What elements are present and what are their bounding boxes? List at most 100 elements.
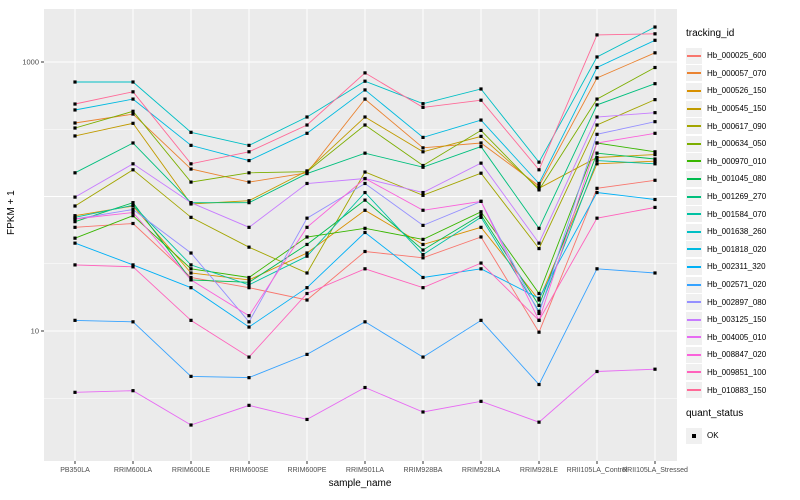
data-point	[363, 71, 367, 75]
data-point	[363, 115, 367, 119]
data-point	[595, 151, 599, 155]
legend-key	[686, 241, 702, 258]
x-tick-label: PB350LA	[60, 467, 90, 474]
data-point	[537, 184, 541, 188]
data-point	[653, 152, 657, 157]
data-point	[421, 242, 425, 247]
data-point	[73, 204, 77, 208]
legend-key	[686, 206, 702, 223]
legend: tracking_id Hb_000025_600 Hb_000057_070 Hb…	[686, 28, 798, 444]
legend-key	[686, 118, 702, 135]
data-point	[479, 210, 483, 214]
data-point	[131, 221, 135, 226]
legend-line-swatch-icon	[687, 107, 701, 110]
data-point	[479, 87, 483, 91]
data-point	[131, 168, 135, 172]
legend-key	[686, 135, 702, 152]
data-point	[421, 248, 425, 252]
data-point	[189, 318, 193, 322]
legend-item-Hb_008847_020: Hb_008847_020	[686, 346, 798, 364]
data-point	[421, 237, 425, 241]
data-point	[305, 352, 309, 356]
legend-key	[686, 311, 702, 328]
data-point	[537, 420, 541, 424]
data-point	[653, 120, 657, 124]
data-point	[421, 105, 425, 109]
legend-item-Hb_000634_050: Hb_000634_050	[686, 135, 798, 153]
legend-item-Hb_000526_150: Hb_000526_150	[686, 82, 798, 100]
data-point	[247, 201, 251, 205]
legend-item-Hb_000545_150: Hb_000545_150	[686, 100, 798, 118]
data-point	[595, 162, 599, 166]
data-point	[595, 55, 599, 59]
legend-item-Hb_009851_100: Hb_009851_100	[686, 364, 798, 382]
data-point	[189, 130, 193, 134]
data-point	[247, 245, 251, 249]
data-point	[479, 98, 483, 102]
data-point	[479, 161, 483, 165]
data-point	[421, 355, 425, 359]
legend-item-label: Hb_000634_050	[707, 139, 767, 149]
legend-line-swatch-icon	[687, 353, 701, 356]
data-point	[653, 367, 657, 371]
x-tick-label: RRIM928BA	[404, 467, 443, 474]
data-point	[73, 121, 77, 125]
y-axis-title: FPKM + 1	[6, 190, 17, 235]
data-point	[537, 160, 541, 164]
data-point	[363, 176, 367, 181]
data-point	[305, 131, 309, 135]
legend-item-label: Hb_000617_090	[707, 121, 767, 131]
legend-key	[686, 82, 702, 99]
legend-tracking-entries: Hb_000025_600 Hb_000057_070 Hb_000526_150 H…	[686, 47, 798, 399]
legend-item-Hb_000057_070: Hb_000057_070	[686, 65, 798, 83]
data-point	[247, 225, 251, 229]
legend-line-swatch-icon	[687, 142, 701, 145]
data-point	[653, 157, 657, 161]
data-point	[595, 190, 599, 195]
legend-line-swatch-icon	[687, 283, 701, 286]
legend-item-label: Hb_009851_100	[707, 367, 767, 377]
legend-item-label: Hb_000526_150	[707, 86, 767, 96]
data-point	[595, 158, 599, 163]
data-point	[247, 280, 251, 284]
data-point	[653, 51, 657, 55]
data-point	[189, 286, 193, 290]
data-point	[421, 256, 425, 260]
data-point	[131, 80, 135, 84]
data-point	[537, 309, 541, 313]
legend-line-swatch-icon	[687, 89, 701, 92]
data-point	[537, 226, 541, 230]
data-point	[595, 155, 599, 160]
legend-item-Hb_002897_080: Hb_002897_080	[686, 293, 798, 311]
x-tick-label: RRIM901LA	[346, 467, 384, 474]
data-point	[73, 126, 77, 130]
data-point	[189, 275, 193, 280]
data-point	[537, 246, 541, 251]
data-point	[363, 151, 367, 155]
data-point	[595, 141, 599, 145]
legend-item-Hb_010883_150: Hb_010883_150	[686, 381, 798, 399]
legend-item-Hb_000025_600: Hb_000025_600	[686, 47, 798, 65]
data-point	[247, 158, 251, 163]
data-point	[537, 330, 541, 334]
data-point	[73, 217, 77, 221]
data-point	[73, 215, 77, 219]
data-point	[479, 235, 483, 239]
legend-line-swatch-icon	[687, 389, 701, 392]
data-point	[363, 249, 367, 254]
legend-key	[686, 364, 702, 381]
legend-line-swatch-icon	[687, 248, 701, 251]
legend-item-Hb_002571_020: Hb_002571_020	[686, 276, 798, 294]
legend-key	[686, 329, 702, 346]
data-point	[73, 318, 77, 322]
legend-item-Hb_001045_080: Hb_001045_080	[686, 170, 798, 188]
data-point	[305, 225, 309, 229]
y-tick-label: 1000	[22, 58, 39, 67]
legend-item-ok: OK	[686, 427, 798, 445]
data-point	[247, 171, 251, 175]
data-point	[595, 76, 599, 80]
data-point	[363, 226, 367, 230]
data-point	[247, 143, 251, 147]
quant-ok-key	[686, 427, 702, 444]
